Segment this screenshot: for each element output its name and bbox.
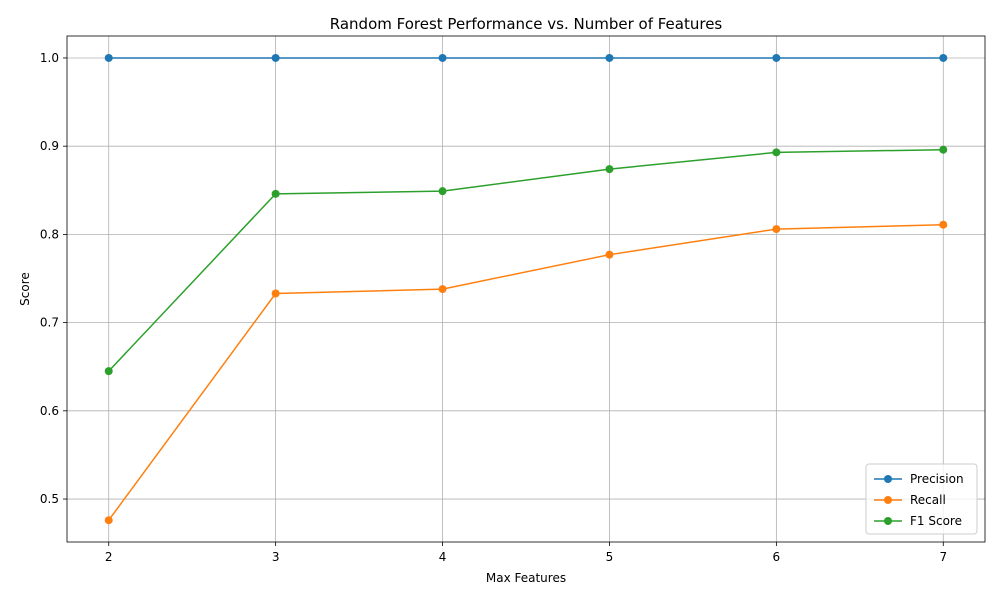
- precision-point: [939, 53, 948, 62]
- y-tick-label: 0.8: [40, 227, 59, 241]
- series-recall: [104, 220, 948, 525]
- y-tick-label: 1.0: [40, 51, 59, 65]
- legend-box: [865, 463, 978, 535]
- legend-label: Precision: [910, 472, 964, 486]
- f1-score-point: [438, 187, 447, 196]
- x-tick-label: 4: [439, 550, 447, 564]
- x-tick-label: 7: [939, 550, 947, 564]
- x-tick-label: 2: [105, 550, 113, 564]
- legend-swatch-marker: [884, 517, 892, 525]
- x-tick-label: 6: [773, 550, 781, 564]
- precision-point: [104, 53, 113, 62]
- x-tick-label: 5: [606, 550, 614, 564]
- legend-item-f1-score: F1 Score: [874, 514, 962, 528]
- f1-score-line: [108, 148, 944, 372]
- legend-item-precision: Precision: [874, 472, 964, 486]
- y-tick-label: 0.9: [40, 139, 59, 153]
- y-tick-label: 0.7: [40, 316, 59, 330]
- legend-swatch-marker: [884, 475, 892, 483]
- recall-point: [939, 220, 948, 229]
- recall-point: [104, 516, 113, 525]
- legend: Precision Recall F1 Score: [865, 463, 978, 535]
- f1-score-point: [271, 189, 280, 198]
- plot-frame: [66, 35, 986, 543]
- legend-item-recall: Recall: [874, 493, 946, 507]
- f1-score-point: [772, 148, 781, 157]
- recall-point: [772, 225, 781, 234]
- series-precision: [104, 53, 948, 62]
- y-tick-label: 0.5: [40, 492, 59, 506]
- recall-point: [271, 289, 280, 298]
- x-tick-label: 3: [272, 550, 280, 564]
- x-axis-label: Max Features: [486, 571, 566, 585]
- f1-score-point: [104, 367, 113, 376]
- y-axis-label: Score: [18, 272, 32, 306]
- recall-point: [438, 285, 447, 294]
- legend-label: F1 Score: [910, 514, 962, 528]
- recall-line: [108, 223, 944, 521]
- legend-swatch-marker: [884, 496, 892, 504]
- series-f1-score: [104, 145, 948, 376]
- f1-score-point: [605, 165, 614, 174]
- axis-ticks: 2 3 4 5 6 7 0.5 0.6 0.7 0.8 0.9 1.0: [40, 51, 947, 564]
- f1-score-point: [939, 145, 948, 154]
- y-tick-label: 0.6: [40, 404, 59, 418]
- precision-point: [438, 53, 447, 62]
- precision-point: [605, 53, 614, 62]
- series-layer: [104, 53, 948, 525]
- precision-point: [772, 53, 781, 62]
- recall-point: [605, 250, 614, 259]
- chart-title: Random Forest Performance vs. Number of …: [330, 15, 723, 33]
- legend-label: Recall: [910, 493, 946, 507]
- precision-point: [271, 53, 280, 62]
